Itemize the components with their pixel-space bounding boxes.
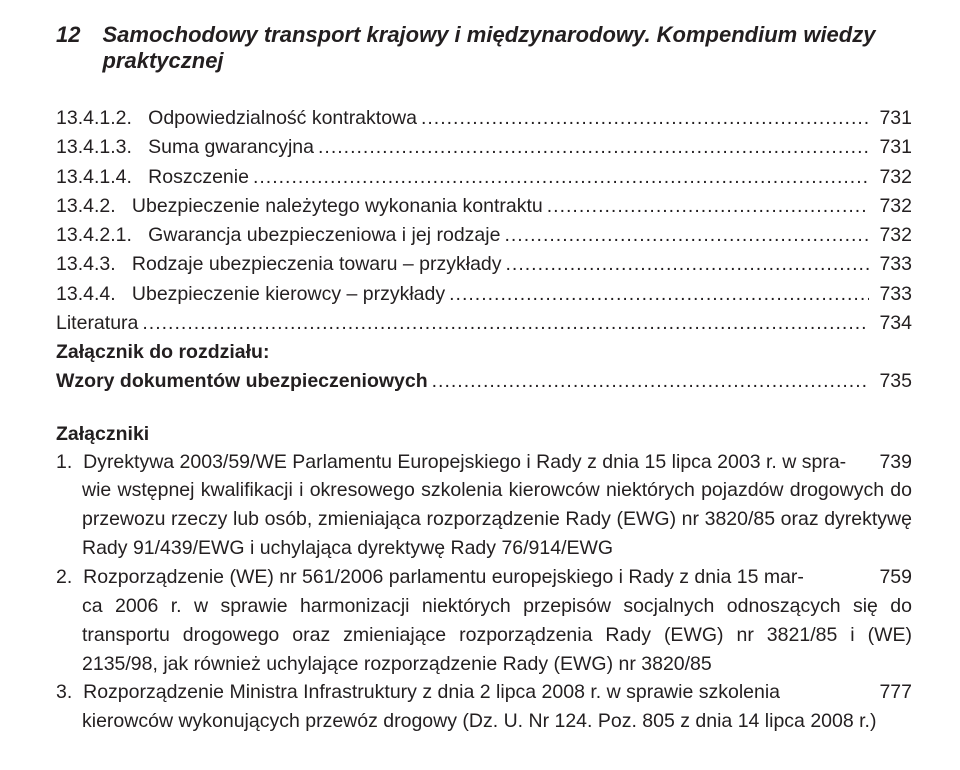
toc-leader-dots: ........................................… [249, 163, 869, 192]
toc-page: 734 [869, 309, 912, 338]
attachment-item: 2. Rozporządzenie (WE) nr 561/2006 parla… [56, 563, 912, 592]
toc-row: 13.4.4. Ubezpieczenie kierowcy – przykła… [56, 280, 912, 309]
toc-label: Odpowiedzialność kontraktowa [148, 104, 417, 133]
toc-leader-dots: ........................................… [417, 104, 869, 133]
toc-row: Wzory dokumentów ubezpieczeniowych......… [56, 367, 912, 396]
toc-row: 13.4.2.1. Gwarancja ubezpieczeniowa i je… [56, 221, 912, 250]
attachments-list: 1. Dyrektywa 2003/59/WE Parlamentu Europ… [56, 448, 912, 737]
page-header: 12 Samochodowy transport krajowy i międz… [56, 22, 912, 74]
attachment-number: 3. [56, 678, 83, 707]
attachment-item: 1. Dyrektywa 2003/59/WE Parlamentu Europ… [56, 448, 912, 477]
toc-row: Załącznik do rozdziału: [56, 338, 912, 367]
toc-label: Suma gwarancyjna [148, 133, 314, 162]
toc-page: 735 [869, 367, 912, 396]
toc-row: 13.4.1.3. Suma gwarancyjna..............… [56, 133, 912, 162]
attachment-item: 3. Rozporządzenie Ministra Infrastruktur… [56, 678, 912, 707]
toc-label: Załącznik do rozdziału: [56, 338, 269, 367]
toc-page: 732 [869, 192, 912, 221]
toc-label: Ubezpieczenie kierowcy – przykłady [132, 280, 445, 309]
toc-number: 13.4.2.1. [56, 221, 148, 250]
toc-number: 13.4.1.3. [56, 133, 148, 162]
toc-row: 13.4.3. Rodzaje ubezpieczenia towaru – p… [56, 250, 912, 279]
toc-leader-dots: ........................................… [428, 367, 869, 396]
attachment-page: 739 [869, 448, 912, 477]
toc-row: 13.4.1.4. Roszczenie....................… [56, 163, 912, 192]
attachment-first-line: Dyrektywa 2003/59/WE Parlamentu Europejs… [83, 448, 869, 477]
toc-leader-dots: ........................................… [138, 309, 868, 338]
attachment-number: 1. [56, 448, 83, 477]
toc-label: Roszczenie [148, 163, 249, 192]
toc-leader-dots: ........................................… [543, 192, 869, 221]
toc-page: 732 [869, 163, 912, 192]
book-title: Samochodowy transport krajowy i międzyna… [102, 22, 912, 74]
attachment-page: 777 [869, 678, 912, 707]
toc-label: Gwarancja ubezpieczeniowa i jej rodzaje [148, 221, 500, 250]
toc-list: 13.4.1.2. Odpowiedzialność kontraktowa..… [56, 104, 912, 397]
toc-page: 731 [869, 104, 912, 133]
toc-number: 13.4.1.2. [56, 104, 148, 133]
attachment-body: kierowców wykonujących przewóz drogowy (… [56, 707, 912, 736]
attachment-first-line: Rozporządzenie Ministra Infrastruktury z… [83, 678, 869, 707]
toc-row: 13.4.2. Ubezpieczenie należytego wykonan… [56, 192, 912, 221]
toc-label: Literatura [56, 309, 138, 338]
toc-number: 13.4.2. [56, 192, 132, 221]
toc-leader-dots: ........................................… [502, 250, 869, 279]
toc-page: 731 [869, 133, 912, 162]
attachment-number: 2. [56, 563, 83, 592]
toc-label: Rodzaje ubezpieczenia towaru – przykłady [132, 250, 502, 279]
toc-number: 13.4.4. [56, 280, 132, 309]
page-number: 12 [56, 22, 80, 48]
attachments-heading: Załączniki [56, 423, 912, 446]
toc-label: Wzory dokumentów ubezpieczeniowych [56, 367, 428, 396]
toc-label: Ubezpieczenie należytego wykonania kontr… [132, 192, 543, 221]
toc-number: 13.4.1.4. [56, 163, 148, 192]
toc-page: 733 [869, 280, 912, 309]
toc-page: 733 [869, 250, 912, 279]
attachment-body: ca 2006 r. w sprawie harmonizacji niektó… [56, 592, 912, 679]
toc-row: Literatura..............................… [56, 309, 912, 338]
attachment-body: wie wstępnej kwalifikacji i okresowego s… [56, 476, 912, 563]
attachment-first-line: Rozporządzenie (WE) nr 561/2006 parlamen… [83, 563, 869, 592]
toc-page: 732 [869, 221, 912, 250]
attachment-page: 759 [869, 563, 912, 592]
toc-leader-dots: ........................................… [500, 221, 868, 250]
toc-number: 13.4.3. [56, 250, 132, 279]
toc-leader-dots: ........................................… [314, 133, 869, 162]
toc-row: 13.4.1.2. Odpowiedzialność kontraktowa..… [56, 104, 912, 133]
toc-leader-dots: ........................................… [445, 280, 869, 309]
